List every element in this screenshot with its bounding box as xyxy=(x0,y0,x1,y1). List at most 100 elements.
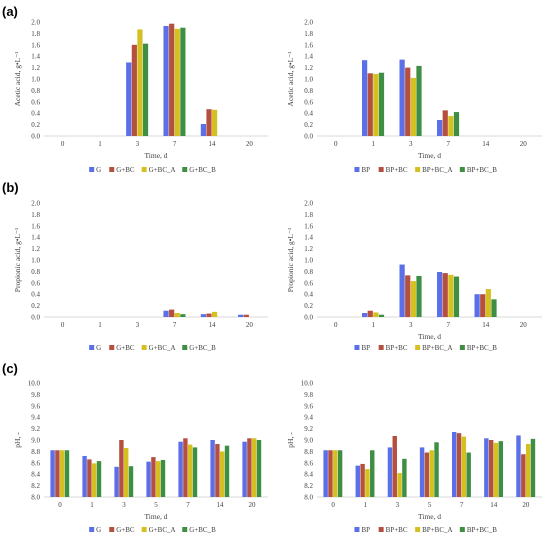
bar-g-20 xyxy=(242,441,247,497)
bar-bp-bc-b-20 xyxy=(530,438,536,497)
bar-g-14 xyxy=(200,314,206,317)
bar-bp-bc-b-5 xyxy=(434,442,439,497)
bar-g-bc-0 xyxy=(55,450,60,497)
chart-5: 8.0 8.2 8.4 8.6 8.8 9.0 9.2 9.4 9.6 9.8 10.0 pH, - 0… xyxy=(286,380,542,534)
panel-label-b: (b) xyxy=(2,180,19,195)
bar-g-bc-a-1 xyxy=(92,463,97,497)
y-tick-label: 8.6 xyxy=(304,459,313,467)
legend-swatch xyxy=(89,345,95,350)
y-tick-label: 1.6 xyxy=(304,41,313,49)
legend-label: G+BC_B xyxy=(189,526,216,534)
legend-label: G xyxy=(96,344,101,352)
legend-swatch xyxy=(378,527,384,532)
y-tick-label: 2.0 xyxy=(304,200,313,208)
bar-g-bc-a-7 xyxy=(174,28,180,137)
x-tick-label: 14 xyxy=(490,501,498,509)
bar-g-bc-a-5 xyxy=(156,461,161,497)
legend-swatch xyxy=(354,167,360,172)
y-tick-label: 10.0 xyxy=(28,380,41,388)
x-tick-label: 7 xyxy=(460,501,464,509)
x-tick-label: 3 xyxy=(136,140,140,148)
x-tick-label: 3 xyxy=(396,501,400,509)
y-tick-label: 10.0 xyxy=(301,380,314,388)
y-tick-label: 8.8 xyxy=(31,448,40,456)
bar-bp-1 xyxy=(355,465,360,497)
y-tick-label: 0.4 xyxy=(304,291,313,299)
bar-g-bc-7 xyxy=(169,309,175,317)
y-tick-label: 8.2 xyxy=(304,482,313,490)
legend: G G+BC G+BC_A G+BC_B xyxy=(89,344,216,352)
bar-g-bc-b-3 xyxy=(142,43,149,136)
bar-bp-7 xyxy=(452,432,457,497)
bar-g-bc-b-7 xyxy=(180,27,186,137)
x-tick-label: 1 xyxy=(98,321,102,329)
bar-bp-bc-a-7 xyxy=(448,116,454,136)
y-tick-label: 0.2 xyxy=(304,121,313,129)
legend-swatch xyxy=(141,527,147,532)
bar-bp-bc-b-3 xyxy=(416,275,422,317)
bar-bp-3 xyxy=(399,59,405,137)
legend-swatch xyxy=(109,345,115,350)
bar-g-bc-7 xyxy=(183,438,188,497)
y-tick-label: 1.8 xyxy=(31,30,40,38)
legend-swatch xyxy=(459,167,465,172)
legend-label: BP+BC_B xyxy=(467,526,497,534)
y-tick-label: 9.0 xyxy=(31,437,40,445)
x-tick-label: 7 xyxy=(186,501,190,509)
y-tick-label: 1.4 xyxy=(31,53,40,61)
x-tick-label: 1 xyxy=(90,501,94,509)
x-tick-label: 1 xyxy=(98,140,102,148)
legend-label: G+BC xyxy=(116,344,135,352)
y-tick-label: 8.6 xyxy=(31,459,40,467)
bar-g-bc-a-20 xyxy=(252,438,257,497)
x-tick-label: 0 xyxy=(334,140,338,148)
bar-bp-14 xyxy=(484,438,489,497)
x-tick-label: 14 xyxy=(209,321,217,329)
bar-g-5 xyxy=(146,461,151,497)
x-axis-label: Time, d xyxy=(418,512,441,521)
charts-group: 0.0 0.2 0.4 0.6 0.8 1.0 1.2 1.4 1.6 1.8 2.0 Acetic … xyxy=(13,19,542,534)
legend-swatch xyxy=(354,345,360,350)
x-tick-label: 1 xyxy=(363,501,367,509)
y-tick-label: 0.4 xyxy=(304,110,313,118)
x-tick-label: 7 xyxy=(173,321,177,329)
legend-label: G+BC xyxy=(116,166,135,174)
chart-0: 0.0 0.2 0.4 0.6 0.8 1.0 1.2 1.4 1.6 1.8 2.0 Acetic … xyxy=(13,19,268,174)
bar-bp-bc-a-1 xyxy=(373,73,379,136)
bar-bp-bc-3 xyxy=(405,67,411,136)
y-tick-label: 0.8 xyxy=(31,268,40,276)
x-tick-label: 5 xyxy=(428,501,432,509)
bar-g-bc-a-14 xyxy=(220,451,225,497)
y-tick-label: 8.0 xyxy=(304,494,313,502)
y-tick-label: 0.4 xyxy=(31,110,40,118)
legend-swatch xyxy=(109,167,115,172)
legend-swatch xyxy=(182,167,188,172)
y-tick-label: 8.0 xyxy=(31,494,40,502)
bar-bp-14 xyxy=(474,294,480,317)
x-tick-label: 0 xyxy=(334,321,338,329)
legend-label: G xyxy=(96,166,101,174)
bar-bp-bc-a-3 xyxy=(397,473,402,497)
legend-label: BP+BC xyxy=(386,166,408,174)
bar-bp-bc-20 xyxy=(521,454,526,497)
legend-swatch xyxy=(89,527,95,532)
legend-label: BP+BC xyxy=(386,526,408,534)
legend-swatch xyxy=(354,527,360,532)
bar-g-bc-b-7 xyxy=(192,447,198,497)
bar-bp-bc-a-5 xyxy=(429,450,434,497)
y-tick-label: 8.4 xyxy=(304,471,313,479)
bar-bp-bc-14 xyxy=(480,294,486,317)
x-tick-label: 7 xyxy=(447,140,451,148)
legend-swatch xyxy=(182,345,188,350)
x-tick-label: 20 xyxy=(249,501,257,509)
y-tick-label: 9.8 xyxy=(31,391,40,399)
x-tick-label: 1 xyxy=(372,140,376,148)
x-tick-label: 3 xyxy=(122,501,126,509)
legend-swatch xyxy=(459,345,465,350)
y-tick-label: 0.8 xyxy=(304,268,313,276)
y-tick-label: 8.2 xyxy=(31,482,40,490)
legend-swatch xyxy=(415,167,421,172)
legend-label: BP xyxy=(361,166,370,174)
bar-bp-bc-0 xyxy=(328,450,333,497)
bar-g-bc-a-7 xyxy=(188,444,193,497)
